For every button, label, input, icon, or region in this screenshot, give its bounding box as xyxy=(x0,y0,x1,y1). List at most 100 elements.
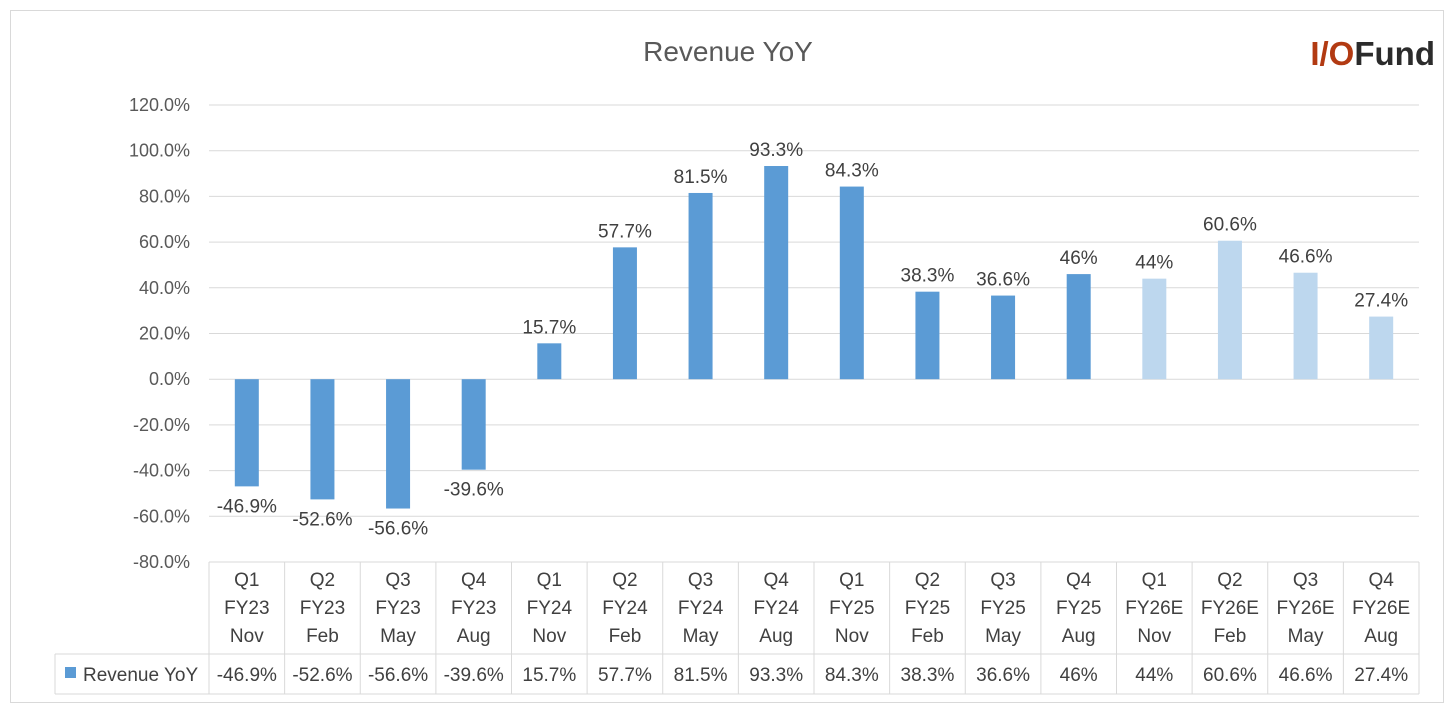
table-value: -52.6% xyxy=(292,665,352,686)
y-tick-label: 120.0% xyxy=(129,95,190,115)
data-label: 44% xyxy=(1135,253,1173,274)
data-label: -56.6% xyxy=(368,519,428,540)
x-category-label: Nov xyxy=(230,626,264,647)
y-tick-label: 80.0% xyxy=(139,186,190,206)
x-category-label: Q1 xyxy=(537,570,562,591)
data-label: -46.9% xyxy=(217,496,277,517)
x-category-label: Q2 xyxy=(915,570,940,591)
x-category-label: Feb xyxy=(306,626,339,647)
table-value: 38.3% xyxy=(901,665,955,686)
bar xyxy=(612,247,637,380)
x-category-label: Q3 xyxy=(990,570,1015,591)
x-category-label: Q4 xyxy=(1066,570,1092,591)
y-tick-label: 60.0% xyxy=(139,232,190,252)
x-category-label: Aug xyxy=(1364,626,1398,647)
table-value: -46.9% xyxy=(217,665,277,686)
x-category-label: Q3 xyxy=(385,570,410,591)
x-category-label: Q4 xyxy=(1369,570,1395,591)
x-category-label: Q4 xyxy=(461,570,487,591)
x-category-label: FY24 xyxy=(678,598,724,619)
table-value: 15.7% xyxy=(522,665,576,686)
data-label: -52.6% xyxy=(292,509,352,530)
logo: I/OFund xyxy=(1310,35,1435,72)
x-category-label: FY26E xyxy=(1352,598,1410,619)
y-tick-label: -80.0% xyxy=(133,552,190,572)
table-value: 46.6% xyxy=(1279,665,1333,686)
data-label: 81.5% xyxy=(674,167,728,188)
x-category-label: Aug xyxy=(759,626,793,647)
bar xyxy=(1142,278,1167,380)
bar xyxy=(839,186,864,380)
y-tick-label: -40.0% xyxy=(133,461,190,481)
svg-text:I/OFund: I/OFund xyxy=(1310,35,1435,72)
x-category-label: Q1 xyxy=(839,570,864,591)
logo-fund-text: Fund xyxy=(1354,35,1435,72)
x-category-label: Q2 xyxy=(612,570,637,591)
chart-svg: Revenue YoY I/OFund 120.0% 100.0% 80.0% 60.… xyxy=(54,35,1435,695)
data-label: 84.3% xyxy=(825,161,879,182)
data-label: 46.6% xyxy=(1279,247,1333,268)
y-tick-label: -20.0% xyxy=(133,415,190,435)
x-category-label: FY26E xyxy=(1277,598,1335,619)
y-tick-label: 20.0% xyxy=(139,324,190,344)
bar xyxy=(1369,316,1394,380)
x-category-label: FY25 xyxy=(905,598,950,619)
x-category-label: Q2 xyxy=(310,570,335,591)
x-category-label: Nov xyxy=(835,626,869,647)
data-labels: -46.9% -52.6% -56.6% -39.6% 15.7% 57.7% 81.5% 9… xyxy=(217,140,1409,540)
x-category-label: Q2 xyxy=(1217,570,1242,591)
x-category-label: FY26E xyxy=(1125,598,1183,619)
table-value: 44% xyxy=(1135,665,1173,686)
x-category-label: Feb xyxy=(1214,626,1247,647)
gridlines xyxy=(209,104,1419,517)
data-label: 38.3% xyxy=(901,266,955,287)
table-value: -56.6% xyxy=(368,665,428,686)
y-axis-ticks: 120.0% 100.0% 80.0% 60.0% 40.0% 20.0% 0.0% -20.… xyxy=(129,95,190,572)
bar xyxy=(386,379,411,509)
bar xyxy=(915,291,940,380)
table-value: 60.6% xyxy=(1203,665,1257,686)
legend-label: Revenue YoY xyxy=(83,665,198,686)
bar xyxy=(537,343,562,380)
bar xyxy=(461,379,486,470)
x-category-label: FY25 xyxy=(829,598,874,619)
bar xyxy=(1293,272,1318,380)
table-value: 46% xyxy=(1060,665,1098,686)
table-value: 27.4% xyxy=(1354,665,1408,686)
x-category-label: Feb xyxy=(911,626,944,647)
x-category-label: Q1 xyxy=(1142,570,1167,591)
table-value: 57.7% xyxy=(598,665,652,686)
logo-io-text: I/O xyxy=(1310,35,1354,72)
bar xyxy=(688,192,713,380)
x-category-label: Feb xyxy=(609,626,642,647)
data-label: 60.6% xyxy=(1203,215,1257,236)
data-label: 57.7% xyxy=(598,221,652,242)
table-value: -39.6% xyxy=(444,665,504,686)
data-label: 36.6% xyxy=(976,270,1030,291)
x-category-label: FY24 xyxy=(602,598,648,619)
x-category-label: FY23 xyxy=(224,598,269,619)
bar xyxy=(310,379,335,500)
x-category-label: May xyxy=(1288,626,1324,647)
table-value: 93.3% xyxy=(749,665,803,686)
chart-frame: Revenue YoY I/OFund 120.0% 100.0% 80.0% 60.… xyxy=(10,10,1444,703)
x-category-label: Nov xyxy=(1137,626,1171,647)
data-label: 46% xyxy=(1060,248,1098,269)
y-tick-label: 100.0% xyxy=(129,141,190,161)
x-category-label: FY24 xyxy=(753,598,799,619)
x-category-label: FY24 xyxy=(527,598,573,619)
bar xyxy=(764,166,789,380)
bar xyxy=(1217,240,1242,380)
x-category-label: Nov xyxy=(532,626,566,647)
data-label: 15.7% xyxy=(522,317,576,338)
x-category-label: FY23 xyxy=(451,598,496,619)
x-category-label: May xyxy=(683,626,719,647)
x-category-label: Q1 xyxy=(234,570,259,591)
x-category-label: FY25 xyxy=(1056,598,1101,619)
bar xyxy=(234,379,259,487)
table-value: 36.6% xyxy=(976,665,1030,686)
x-category-label: Q3 xyxy=(1293,570,1318,591)
table-value: 81.5% xyxy=(674,665,728,686)
x-category-label: FY23 xyxy=(300,598,345,619)
x-category-label: FY23 xyxy=(375,598,420,619)
